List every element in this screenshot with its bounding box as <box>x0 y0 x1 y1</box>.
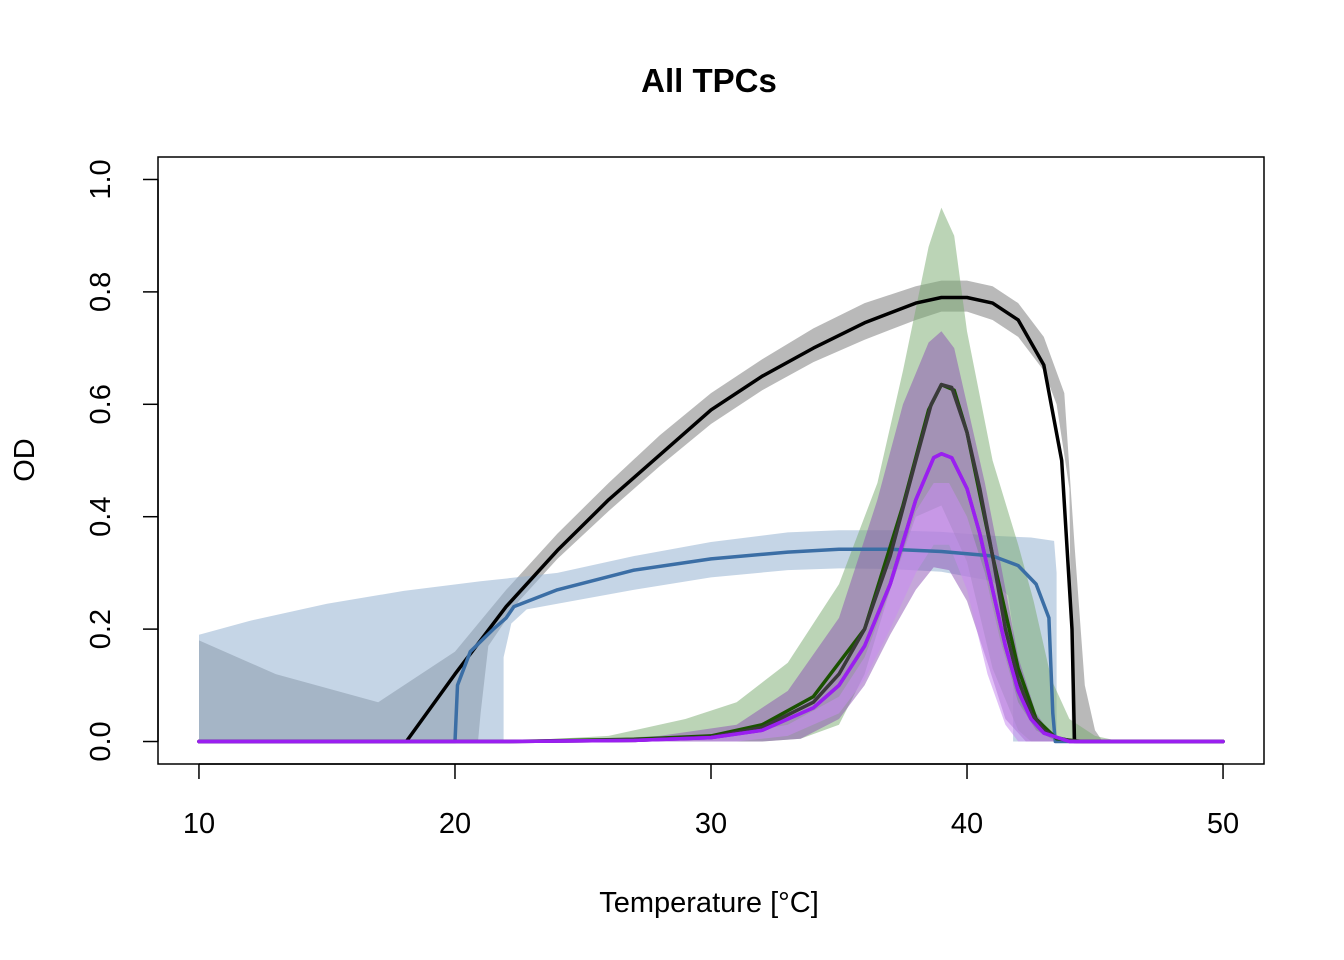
x-axis: 10 20 30 40 50 <box>183 763 1239 840</box>
series-6-band <box>199 483 1223 742</box>
chart-title: All TPCs <box>641 62 777 99</box>
confidence-bands <box>199 207 1223 742</box>
y-tick-label: 0.4 <box>85 497 117 537</box>
y-axis-label: OD <box>9 438 41 482</box>
x-tick-label: 40 <box>951 808 983 840</box>
series-lines <box>197 295 1225 744</box>
series-2-line <box>197 547 1225 744</box>
series-4-line <box>197 382 1225 744</box>
y-axis: 0.0 0.2 0.4 0.6 0.8 1.0 <box>85 159 159 762</box>
series-3-band <box>199 207 1223 742</box>
series-1-line <box>197 295 1225 744</box>
x-tick-label: 20 <box>439 808 471 840</box>
x-axis-label: Temperature [°C] <box>599 887 819 919</box>
y-tick-label: 0.0 <box>85 721 117 761</box>
x-tick-label: 50 <box>1207 808 1239 840</box>
series-2-band <box>199 530 1223 742</box>
y-tick-label: 0.6 <box>85 384 117 424</box>
x-tick-label: 30 <box>695 808 727 840</box>
x-tick-label: 10 <box>183 808 215 840</box>
y-tick-label: 0.2 <box>85 609 117 649</box>
y-tick-label: 0.8 <box>85 272 117 312</box>
series-6-line <box>197 452 1225 744</box>
y-tick-label: 1.0 <box>85 159 117 199</box>
